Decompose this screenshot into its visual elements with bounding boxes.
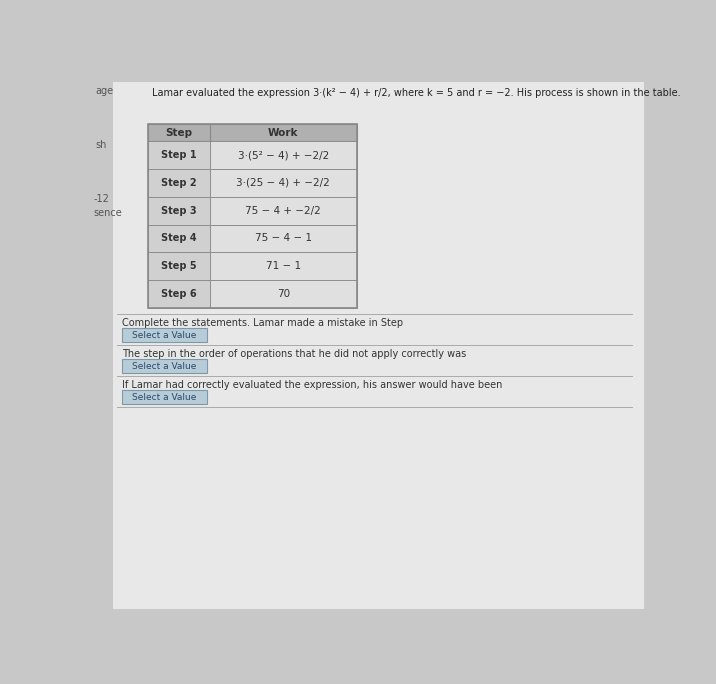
Bar — [122, 328, 208, 342]
Bar — [147, 169, 210, 197]
Text: Step 6: Step 6 — [161, 289, 196, 299]
Text: sh: sh — [96, 140, 107, 150]
Bar — [210, 197, 357, 224]
Bar — [210, 224, 357, 252]
Bar — [147, 224, 210, 252]
Text: Step 5: Step 5 — [161, 261, 196, 271]
Text: The step in the order of operations that he did not apply correctly was: The step in the order of operations that… — [122, 350, 466, 359]
Bar — [122, 390, 208, 404]
Text: Complete the statements. Lamar made a mistake in Step: Complete the statements. Lamar made a mi… — [122, 319, 403, 328]
Text: 71 − 1: 71 − 1 — [266, 261, 301, 271]
Bar — [210, 252, 357, 280]
Text: Step: Step — [165, 128, 192, 138]
Text: Step 2: Step 2 — [161, 178, 196, 188]
Bar — [210, 169, 357, 197]
Text: Select a Value: Select a Value — [132, 393, 197, 402]
Text: Step 3: Step 3 — [161, 206, 196, 215]
Text: 3·(5² − 4) + −2/2: 3·(5² − 4) + −2/2 — [238, 150, 329, 160]
Bar — [147, 197, 210, 224]
Bar — [210, 280, 357, 308]
Bar — [147, 252, 210, 280]
Text: sence: sence — [93, 207, 122, 218]
Text: Work: Work — [268, 128, 299, 138]
Text: Select a Value: Select a Value — [132, 362, 197, 371]
Text: Lamar evaluated the expression 3·(k² − 4) + r/2, where k = 5 and r = −2. His pro: Lamar evaluated the expression 3·(k² − 4… — [152, 88, 680, 98]
Text: Select a Value: Select a Value — [132, 331, 197, 340]
Text: 70: 70 — [276, 289, 290, 299]
Bar — [147, 124, 357, 142]
Text: -12: -12 — [93, 194, 110, 204]
Text: 3·(25 − 4) + −2/2: 3·(25 − 4) + −2/2 — [236, 178, 330, 188]
Text: 75 − 4 + −2/2: 75 − 4 + −2/2 — [246, 206, 321, 215]
Text: Step 4: Step 4 — [161, 233, 196, 244]
Bar — [210, 142, 357, 169]
Text: age: age — [96, 86, 114, 96]
Bar — [147, 142, 210, 169]
Bar — [122, 359, 208, 373]
Bar — [147, 280, 210, 308]
Text: Step 1: Step 1 — [161, 150, 196, 160]
Text: If Lamar had correctly evaluated the expression, his answer would have been: If Lamar had correctly evaluated the exp… — [122, 380, 503, 390]
Text: 75 − 4 − 1: 75 − 4 − 1 — [255, 233, 311, 244]
Bar — [147, 124, 357, 308]
